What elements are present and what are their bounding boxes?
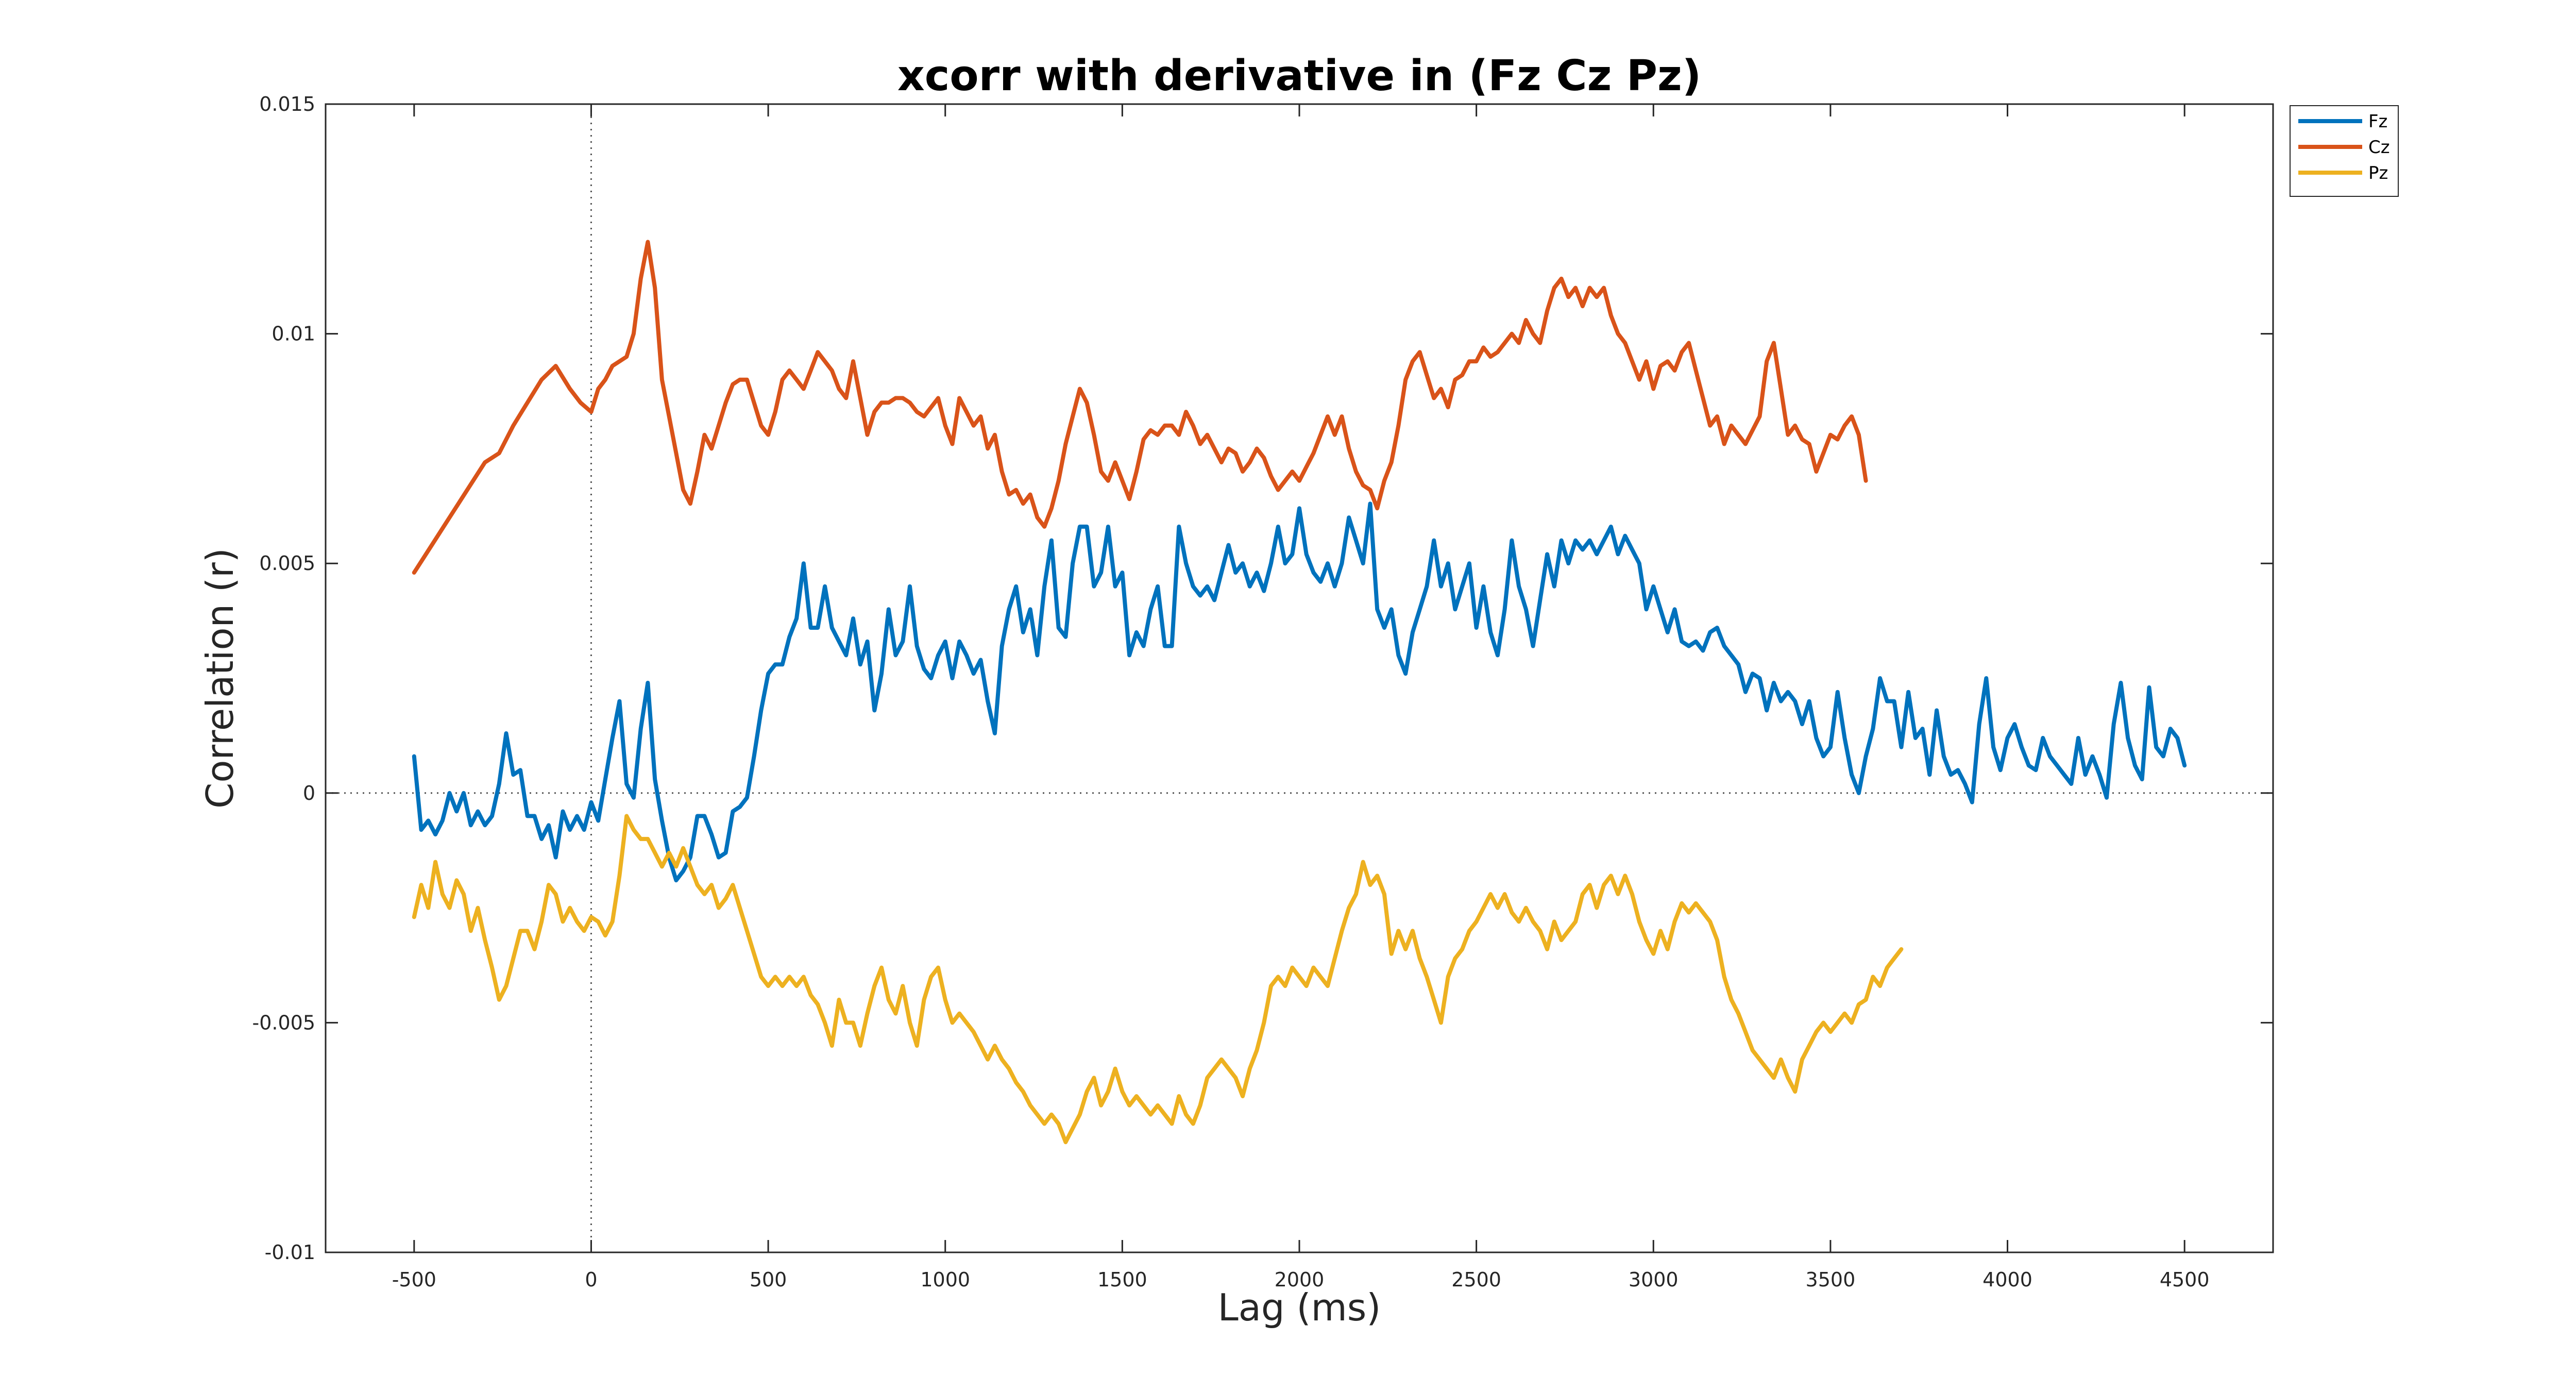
y-tick-label: 0.015	[259, 93, 315, 115]
y-tick-label: 0.01	[272, 323, 315, 345]
series-line-fz	[412, 501, 2187, 883]
y-axis-ticks: -0.01 -0.005 0 0.005 0.01 0.015	[252, 93, 2273, 1264]
series-line-cz	[412, 240, 1868, 575]
legend: Fz Cz Pz	[2290, 105, 2399, 197]
y-tick-label: 0.005	[259, 552, 315, 575]
x-tick-label: 2500	[1451, 1268, 1501, 1291]
y-axis-label: Correlation (r)	[198, 548, 242, 809]
y-tick-label: -0.005	[252, 1011, 316, 1034]
x-tick-label: 3500	[1806, 1268, 1856, 1291]
y-tick-label: -0.01	[265, 1241, 315, 1264]
legend-label-pz: Pz	[2368, 163, 2388, 183]
legend-label-fz: Fz	[2368, 111, 2387, 132]
x-tick-label: 2000	[1275, 1268, 1325, 1291]
series-layer	[412, 240, 2187, 1145]
x-axis-label: Lag (ms)	[1218, 1286, 1381, 1329]
chart-title: xcorr with derivative in (Fz Cz Pz)	[897, 52, 1701, 100]
x-tick-label: 1000	[920, 1268, 970, 1291]
x-tick-label: 500	[750, 1268, 787, 1291]
x-tick-label: 0	[585, 1268, 597, 1291]
legend-label-cz: Cz	[2368, 137, 2390, 158]
y-tick-label: 0	[303, 782, 315, 805]
series-line-pz	[412, 814, 1904, 1145]
x-axis-ticks: -500 0 500 1000 1500 2000 2500 3000 3500 4000 4500	[392, 104, 2210, 1291]
x-tick-label: 4000	[1982, 1268, 2032, 1291]
x-tick-label: 3000	[1629, 1268, 1679, 1291]
x-tick-label: -500	[392, 1268, 436, 1291]
x-tick-label: 1500	[1097, 1268, 1147, 1291]
x-tick-label: 4500	[2160, 1268, 2210, 1291]
